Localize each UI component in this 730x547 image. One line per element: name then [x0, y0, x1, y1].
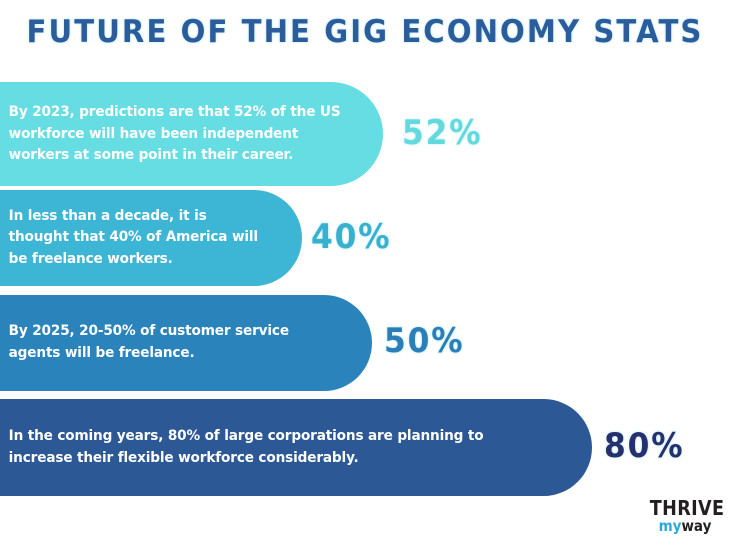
stat-bar-text: By 2023, predictions are that 52% of the…	[8, 104, 341, 164]
stat-bar-text: By 2025, 20-50% of customer service agen…	[8, 323, 289, 361]
stat-bar: In the coming years, 80% of large corpor…	[0, 399, 592, 496]
stat-bar: In less than a decade, it is thought tha…	[0, 190, 302, 286]
stat-percent-label: 50%	[384, 321, 465, 361]
stat-row: By 2023, predictions are that 52% of the…	[0, 82, 730, 186]
brand-logo-secondary: myway	[649, 519, 721, 534]
stat-row: By 2025, 20-50% of customer service agen…	[0, 295, 730, 391]
stat-row: In less than a decade, it is thought tha…	[0, 190, 730, 286]
brand-logo-primary: THRIVE	[649, 496, 725, 520]
stat-percent-label: 40%	[311, 217, 392, 257]
brand-logo-way: way	[681, 517, 712, 535]
stat-row: In the coming years, 80% of large corpor…	[0, 399, 730, 496]
stat-bar: By 2023, predictions are that 52% of the…	[0, 82, 383, 186]
page-title: FUTURE OF THE GIG ECONOMY STATS	[26, 14, 704, 50]
stat-bar-text: In the coming years, 80% of large corpor…	[8, 427, 484, 466]
brand-logo: THRIVE myway	[645, 498, 725, 534]
stat-percent-label: 80%	[604, 426, 685, 466]
stat-percent-label: 52%	[402, 113, 483, 153]
stat-bar-text: In less than a decade, it is thought tha…	[8, 207, 258, 267]
stat-bar: By 2025, 20-50% of customer service agen…	[0, 295, 372, 391]
brand-logo-my: my	[658, 517, 682, 535]
